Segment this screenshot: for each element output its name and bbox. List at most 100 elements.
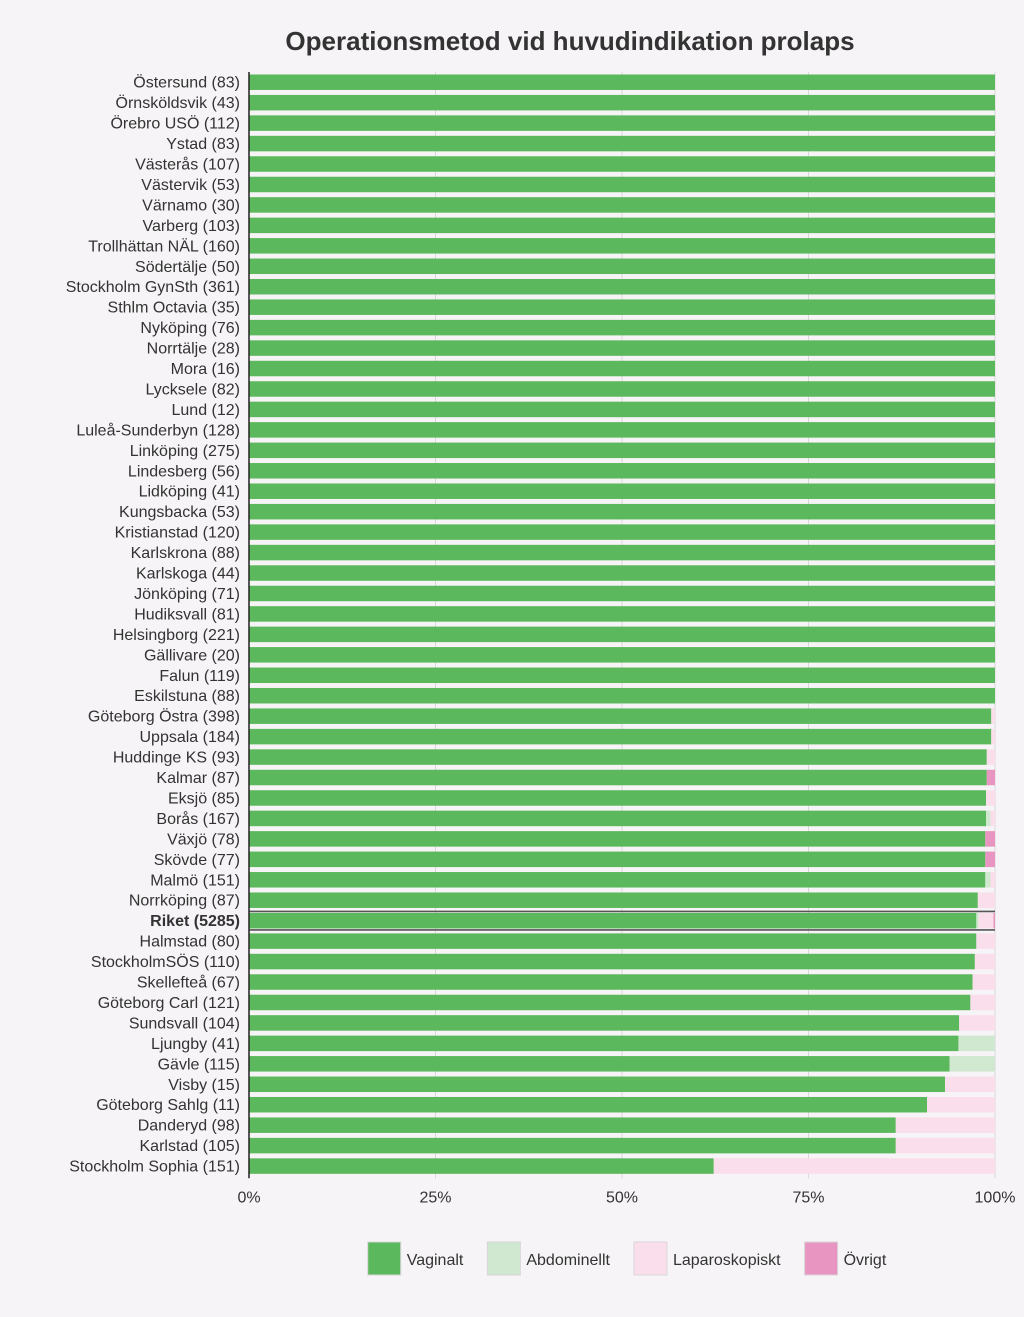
bar-vaginalt bbox=[249, 933, 977, 949]
bar-vaginalt bbox=[249, 156, 995, 172]
category-label: Mora (16) bbox=[171, 361, 240, 378]
bar-vaginalt bbox=[249, 1056, 950, 1072]
bar-vaginalt bbox=[249, 197, 995, 213]
bar-vaginalt bbox=[249, 892, 978, 908]
category-label: Stockholm Sophia (151) bbox=[69, 1159, 240, 1176]
category-label: Eskilstuna (88) bbox=[134, 688, 240, 705]
category-label: Malmö (151) bbox=[150, 872, 240, 889]
category-label: Visby (15) bbox=[168, 1077, 240, 1094]
bar-vaginalt bbox=[249, 319, 995, 336]
bar-vaginalt bbox=[249, 687, 995, 704]
bar-vaginalt bbox=[249, 94, 995, 111]
legend-label-laparoskopiskt: Laparoskopiskt bbox=[673, 1252, 781, 1269]
bar-laparoskopiskt bbox=[974, 953, 995, 970]
bar-vaginalt bbox=[249, 728, 992, 745]
bar-vaginalt bbox=[249, 974, 973, 990]
bar-laparoskopiskt bbox=[986, 749, 995, 765]
bar-vaginalt bbox=[249, 872, 986, 888]
category-label: Norrtälje (28) bbox=[147, 341, 240, 358]
category-label: Nyköping (76) bbox=[140, 320, 240, 337]
bar-laparoskopiskt bbox=[986, 790, 995, 806]
bar-vaginalt bbox=[249, 524, 995, 540]
bar-laparoskopiskt bbox=[990, 810, 995, 827]
category-label: Kalmar (87) bbox=[156, 770, 240, 787]
category-label: Falun (119) bbox=[159, 668, 240, 685]
bar-vaginalt bbox=[249, 810, 987, 827]
bar-laparoskopiskt bbox=[895, 1137, 995, 1154]
category-label: Lindesberg (56) bbox=[128, 463, 240, 480]
bar-vaginalt bbox=[249, 912, 977, 929]
category-label: Skövde (77) bbox=[154, 852, 240, 869]
bar-vaginalt bbox=[249, 381, 995, 397]
category-label: Södertälje (50) bbox=[135, 259, 240, 276]
category-label: Trollhättan NÄL (160) bbox=[88, 237, 240, 255]
category-label: Skellefteå (67) bbox=[137, 974, 240, 992]
bar-vaginalt bbox=[249, 503, 995, 520]
bar-vaginalt bbox=[249, 708, 992, 724]
category-label: Riket (5285) bbox=[150, 913, 240, 930]
bar-laparoskopiskt bbox=[713, 1158, 995, 1174]
bar-vaginalt bbox=[249, 442, 995, 459]
category-label: Kristianstad (120) bbox=[115, 525, 240, 542]
bar-ovrigt bbox=[986, 769, 995, 786]
bar-vaginalt bbox=[249, 749, 987, 765]
bar-vaginalt bbox=[249, 135, 995, 152]
bar-vaginalt bbox=[249, 1015, 960, 1031]
category-label: Gävle (115) bbox=[158, 1056, 240, 1073]
bar-vaginalt bbox=[249, 769, 987, 786]
category-label: Örebro USÖ (112) bbox=[110, 115, 240, 133]
x-tick-label: 50% bbox=[606, 1189, 638, 1206]
category-label: Karlstad (105) bbox=[140, 1138, 241, 1155]
bars bbox=[249, 74, 995, 1174]
bar-vaginalt bbox=[249, 360, 995, 377]
category-label: Växjö (78) bbox=[167, 831, 240, 848]
bar-vaginalt bbox=[249, 994, 971, 1011]
bar-laparoskopiskt bbox=[970, 994, 995, 1011]
bar-vaginalt bbox=[249, 667, 995, 684]
bar-vaginalt bbox=[249, 851, 986, 868]
category-label: Lycksele (82) bbox=[145, 381, 240, 398]
bar-ovrigt bbox=[985, 851, 995, 868]
category-label: Lund (12) bbox=[172, 402, 241, 419]
category-label: Eksjö (85) bbox=[168, 790, 240, 807]
bar-vaginalt bbox=[249, 278, 995, 295]
bar-laparoskopiskt bbox=[977, 892, 995, 908]
category-label: Värnamo (30) bbox=[142, 197, 240, 214]
legend-swatch-laparoskopiskt bbox=[633, 1241, 668, 1276]
bar-abdominellt bbox=[958, 1035, 995, 1052]
bar-ovrigt bbox=[993, 912, 995, 929]
x-tick-label: 75% bbox=[792, 1189, 824, 1206]
legend-swatch-abdominellt bbox=[486, 1241, 521, 1276]
category-label: Göteborg Carl (121) bbox=[98, 995, 240, 1012]
bar-abdominellt bbox=[986, 810, 991, 827]
category-label: Östersund (83) bbox=[133, 74, 240, 92]
category-label: Västervik (53) bbox=[141, 177, 240, 194]
bar-vaginalt bbox=[249, 74, 995, 90]
category-label: Uppsala (184) bbox=[140, 729, 241, 746]
category-label: Linköping (275) bbox=[130, 443, 240, 460]
bar-vaginalt bbox=[249, 790, 987, 806]
category-label: Varberg (103) bbox=[142, 218, 240, 235]
legend-swatch-vaginalt bbox=[367, 1241, 402, 1276]
bar-ovrigt bbox=[985, 831, 995, 847]
bar-vaginalt bbox=[249, 115, 995, 131]
category-label: Sundsvall (104) bbox=[129, 1015, 240, 1032]
bar-vaginalt bbox=[249, 483, 995, 499]
bar-vaginalt bbox=[249, 544, 995, 561]
bar-laparoskopiskt bbox=[990, 872, 995, 888]
bar-vaginalt bbox=[249, 238, 995, 254]
category-label: Örnsköldsvik (43) bbox=[116, 94, 240, 112]
x-tick-label: 25% bbox=[419, 1189, 451, 1206]
bar-vaginalt bbox=[249, 953, 975, 970]
bar-vaginalt bbox=[249, 565, 995, 581]
axes: 0% 25% 50% 75% 100% bbox=[237, 72, 1015, 1206]
bar-vaginalt bbox=[249, 217, 995, 234]
bar-laparoskopiskt bbox=[978, 912, 994, 929]
category-label: Göteborg Östra (398) bbox=[88, 708, 240, 726]
bar-laparoskopiskt bbox=[927, 1096, 995, 1113]
bar-laparoskopiskt bbox=[972, 974, 995, 990]
legend-label-ovrigt: Övrigt bbox=[844, 1251, 887, 1269]
category-label: Sthlm Octavia (35) bbox=[108, 300, 240, 317]
bar-vaginalt bbox=[249, 1137, 896, 1154]
